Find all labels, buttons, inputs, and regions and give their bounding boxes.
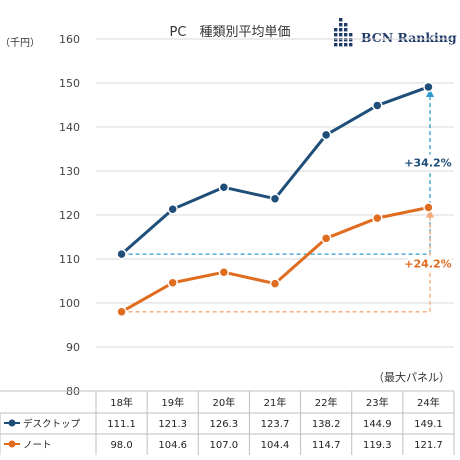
category-label: 21年 — [264, 396, 287, 409]
legend-label: デスクトップ — [23, 418, 81, 430]
data-point — [320, 233, 332, 244]
data-label: 119.3 — [363, 440, 392, 451]
logo-text: BCN Ranking — [361, 30, 457, 45]
legend-label: ノート — [23, 440, 52, 451]
logo-mark-icon — [334, 18, 353, 47]
logo-square — [344, 33, 348, 37]
legend-marker — [8, 419, 16, 427]
category-label: 23年 — [366, 396, 389, 409]
category-label: 24年 — [417, 396, 440, 409]
data-label: 138.2 — [312, 419, 341, 430]
data-label: 111.1 — [107, 419, 136, 430]
y-tick-label: 150 — [59, 77, 80, 90]
y-tick-label: 100 — [59, 297, 80, 310]
data-point — [372, 100, 383, 111]
logo-square — [339, 23, 343, 27]
logo-square — [334, 38, 338, 42]
logo-square — [344, 23, 348, 27]
data-point — [116, 248, 127, 260]
category-label: 19年 — [161, 396, 184, 409]
data-point — [423, 202, 434, 213]
logo-square — [349, 33, 353, 37]
logo-square — [339, 38, 343, 42]
data-label: 144.9 — [363, 419, 392, 430]
y-tick-label: 110 — [59, 253, 80, 266]
y-tick-label: 140 — [59, 121, 80, 134]
y-tick-label: 90 — [66, 341, 80, 354]
data-point — [218, 182, 230, 193]
data-label: 123.7 — [261, 419, 290, 430]
logo-square — [339, 28, 343, 32]
logo-square — [339, 33, 343, 37]
y-axis-unit: （千円） — [0, 37, 40, 49]
panel-note: （最大パネル） — [373, 370, 450, 384]
data-label: 107.0 — [210, 440, 239, 451]
logo-square — [339, 18, 343, 22]
legend-marker — [8, 440, 16, 448]
chart-title: PC 種類別平均単価 — [170, 24, 291, 40]
data-point — [269, 278, 281, 289]
data-point — [167, 277, 178, 289]
logo-square — [349, 38, 353, 42]
logo-square — [344, 28, 348, 32]
category-label: 22年 — [315, 396, 338, 409]
data-label: 121.3 — [158, 419, 187, 430]
data-label: 114.7 — [312, 440, 341, 451]
data-point — [372, 212, 383, 224]
logo-square — [334, 33, 338, 37]
data-label: 121.7 — [414, 440, 443, 451]
y-tick-label: 120 — [59, 209, 80, 222]
logo-square — [349, 43, 353, 47]
data-label: 104.6 — [158, 440, 187, 451]
data-point — [320, 129, 332, 141]
category-label: 18年 — [110, 396, 133, 409]
growth-label: +24.2% — [404, 258, 451, 271]
data-point — [116, 306, 127, 318]
y-tick-label: 160 — [59, 33, 80, 46]
data-point — [167, 204, 178, 215]
data-label: 104.4 — [261, 440, 290, 451]
logo-square — [339, 43, 343, 47]
data-label: 98.0 — [110, 440, 132, 451]
data-label: 126.3 — [210, 419, 239, 430]
series-line — [120, 206, 429, 314]
logo-square — [344, 38, 348, 42]
growth-label-bg — [408, 154, 452, 171]
growth-label: +34.2% — [404, 157, 451, 170]
logo-square — [334, 43, 338, 47]
bcn-logo: BCN Ranking — [334, 18, 457, 47]
logo-square — [344, 43, 348, 47]
data-label: 149.1 — [414, 419, 443, 430]
data-point — [423, 81, 434, 93]
data-point — [269, 193, 281, 204]
y-tick-label: 130 — [59, 165, 80, 178]
category-label: 20年 — [212, 396, 235, 409]
logo-square — [334, 28, 338, 32]
growth-label-bg — [408, 255, 452, 272]
data-point — [218, 266, 230, 278]
